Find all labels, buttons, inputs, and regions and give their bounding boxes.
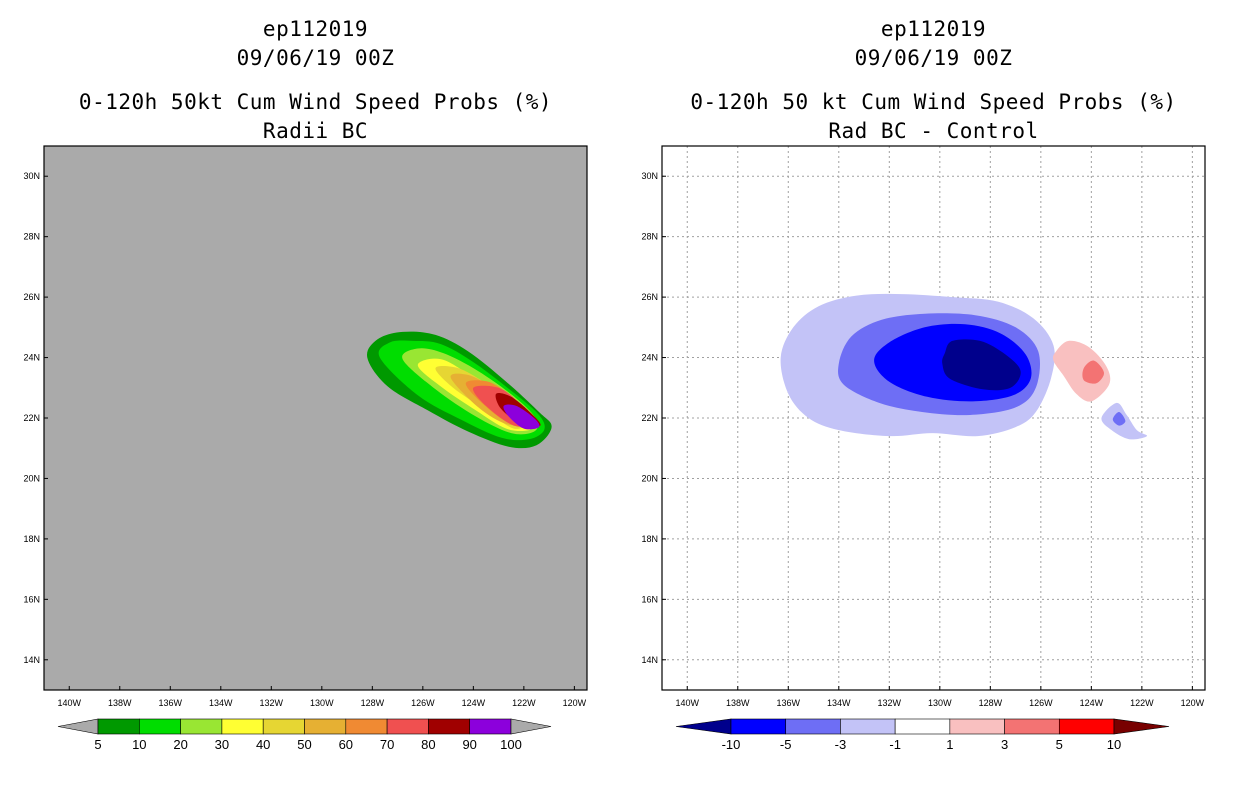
panel1-x-tick-label: 122W [512, 698, 536, 708]
panel2-x-tick-label: 130W [928, 698, 952, 708]
panel2-x-tick-label: 124W [1080, 698, 1104, 708]
panel2-colorbar-swatch [949, 718, 1005, 735]
panel2-colorbar-label: -5 [780, 737, 792, 752]
panel2-colorbar-swatch [1004, 718, 1060, 735]
panel2-colorbar-swatch [1058, 718, 1115, 735]
panel1-colorbar-swatch [386, 718, 429, 735]
panel2-y-tick-label: 22N [641, 413, 658, 423]
panel1-colorbar-swatch [97, 718, 140, 735]
panel1-y-tick-label: 24N [23, 353, 40, 363]
right-chart-subtitle: Rad BC - Control [828, 119, 1039, 143]
panel1-contour-90 [503, 404, 540, 430]
panel2-colorbar-swatch [730, 718, 787, 735]
panel1-y-tick-label: 30N [23, 171, 40, 181]
panel2-colorbar-label: 10 [1107, 737, 1121, 752]
panel1-colorbar-label: 100 [500, 737, 522, 752]
panel1-colorbar-label: 30 [215, 737, 229, 752]
panel1-colorbar-swatch [139, 718, 181, 735]
panel1-colorbar-swatch [262, 718, 305, 735]
panel2-x-tick-label: 138W [726, 698, 750, 708]
panel2-colorbar-swatch [894, 718, 951, 735]
right-chart-title: 0-120h 50 kt Cum Wind Speed Probs (%) [690, 90, 1177, 114]
panel2-x-tick-label: 120W [1181, 698, 1205, 708]
panel1-y-tick-label: 22N [23, 413, 40, 423]
panel1-x-tick-label: 126W [411, 698, 435, 708]
panel1-colorbar-label: 90 [462, 737, 476, 752]
panel1-colorbar-swatch [469, 718, 512, 735]
panel2-y-tick-label: 14N [641, 655, 658, 665]
panel2-x-tick-label: 128W [979, 698, 1003, 708]
panel1-colorbar-label: 40 [256, 737, 270, 752]
panel2-y-tick-label: 30N [641, 171, 658, 181]
panel1-colorbar-swatch [304, 718, 347, 735]
panel1-y-tick-label: 20N [23, 473, 40, 483]
panel1-x-tick-label: 128W [361, 698, 385, 708]
panel1-y-tick-label: 14N [23, 655, 40, 665]
panel2-contour-3 [1082, 360, 1105, 384]
panel1-colorbar-label: 80 [421, 737, 435, 752]
left-chart-subtitle: Radii BC [262, 119, 369, 143]
panel2-colorbar-label: 5 [1056, 737, 1063, 752]
panel1-x-tick-label: 136W [159, 698, 183, 708]
panel1-colorbar-label: 50 [297, 737, 311, 752]
panel2-y-tick-label: 16N [641, 594, 658, 604]
panel1-colorbar-swatch [428, 718, 470, 735]
panel1-colorbar-label: 20 [173, 737, 187, 752]
panel1-x-tick-label: 124W [462, 698, 486, 708]
panel1-colorbar-label: 5 [94, 737, 101, 752]
panel2-colorbar-left-arrow [675, 718, 732, 735]
right-storm-id: ep112019 [880, 17, 987, 41]
panel1-x-tick-label: 132W [260, 698, 284, 708]
panel1-colorbar-left-arrow [57, 718, 99, 735]
panel2-y-tick-label: 28N [641, 232, 658, 242]
panel1-colorbar-label: 60 [339, 737, 353, 752]
right-date: 09/06/19 00Z [854, 46, 1013, 70]
panel2-colorbar-label: 3 [1001, 737, 1008, 752]
panel1-x-tick-label: 120W [563, 698, 587, 708]
panel2-x-tick-label: 122W [1130, 698, 1154, 708]
panel2-y-tick-label: 20N [641, 473, 658, 483]
panel2-colorbar-swatch [840, 718, 896, 735]
panel2-y-tick-label: 26N [641, 292, 658, 302]
panel2-x-tick-label: 126W [1029, 698, 1053, 708]
panel1-colorbar-swatch [180, 718, 223, 735]
panel1-x-tick-label: 134W [209, 698, 233, 708]
panel2-colorbar-swatch [785, 718, 841, 735]
panel2-x-tick-label: 136W [777, 698, 801, 708]
panel1-colorbar-swatch [345, 718, 388, 735]
panel1-y-tick-label: 18N [23, 534, 40, 544]
panel2-x-tick-label: 140W [675, 698, 699, 708]
panel2-x-tick-label: 134W [827, 698, 851, 708]
panel1-x-tick-label: 140W [57, 698, 81, 708]
left-storm-id: ep112019 [262, 17, 369, 41]
panel2-colorbar-label: -1 [889, 737, 901, 752]
panel1-colorbar-label: 70 [380, 737, 394, 752]
panel1-colorbar-right-arrow [510, 718, 552, 735]
panel2-y-tick-label: 18N [641, 534, 658, 544]
panel1-x-tick-label: 138W [108, 698, 132, 708]
panel2-contour-neg3 [1112, 411, 1126, 426]
panel1-colorbar-label: 10 [132, 737, 146, 752]
left-chart-title: 0-120h 50kt Cum Wind Speed Probs (%) [78, 90, 553, 114]
panel2-contour-1 [1052, 340, 1111, 402]
panel1-x-tick-label: 130W [310, 698, 334, 708]
panel1-colorbar-swatch [221, 718, 264, 735]
panel1-y-tick-label: 26N [23, 292, 40, 302]
panel2-colorbar-label: -3 [835, 737, 847, 752]
panel2-colorbar-right-arrow [1113, 718, 1170, 735]
panel2-colorbar-label: 1 [946, 737, 953, 752]
panel2-y-tick-label: 24N [641, 353, 658, 363]
panel1-y-tick-label: 28N [23, 232, 40, 242]
panel2-colorbar-label: -10 [722, 737, 741, 752]
panel1-y-tick-label: 16N [23, 594, 40, 604]
left-date: 09/06/19 00Z [236, 46, 395, 70]
panel2-x-tick-label: 132W [878, 698, 902, 708]
panel2-contour-neg10 [942, 339, 1021, 391]
